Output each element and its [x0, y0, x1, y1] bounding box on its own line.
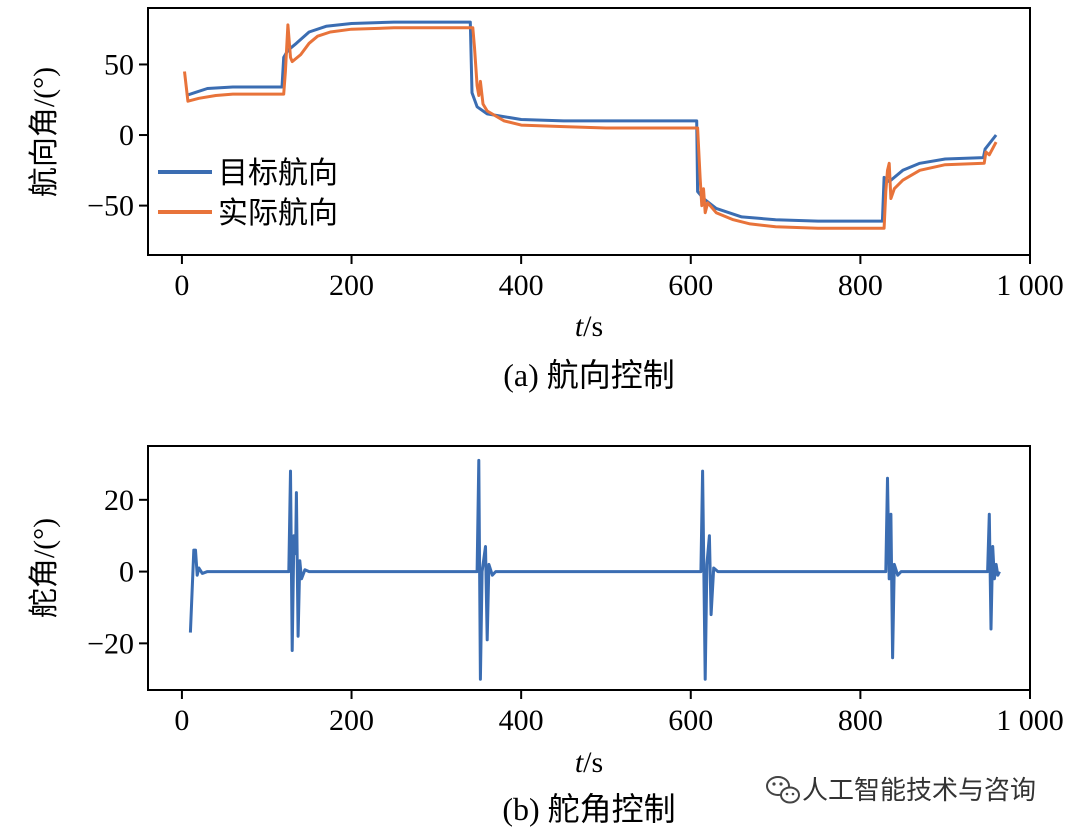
chart-a-xtick-label: 600	[668, 269, 713, 302]
chart-b-frame	[147, 445, 1031, 691]
watermark: 人工智能技术与咨询	[766, 776, 1036, 806]
chart-a-series-line-1	[183, 23, 998, 230]
chart-a-xtick-label: 200	[329, 269, 374, 302]
chart-a: 0 200 400 600 800 1 000 50 0 −50 目标航向 实际航向 航向角/(…	[28, 7, 1064, 393]
chart-a-ticks: 0 200 400 600 800 1 000 50 0 −50	[87, 48, 1064, 302]
legend-label-target: 目标航向	[218, 156, 338, 191]
legend-label-actual: 实际航向	[218, 196, 338, 231]
chart-b-caption: (b) 舵角控制	[502, 791, 675, 827]
chart-a-xtick-label: 400	[499, 269, 544, 302]
chart-a-ylabel: 航向角/(°)	[28, 67, 61, 197]
chart-b-ylabel: 舵角/(°)	[28, 518, 61, 618]
chart-b-ytick-label: −20	[87, 627, 134, 660]
chart-b-xlabel-unit: /s	[583, 746, 603, 779]
chart-b-xtick-label: 800	[838, 704, 883, 737]
chart-b-xtick-label: 0	[174, 704, 189, 737]
chart-b-xtick-label: 1 000	[996, 704, 1064, 737]
chart-a-ytick-label: 50	[104, 48, 134, 81]
chart-a-xlabel-unit: /s	[583, 310, 603, 343]
wechat-icon	[766, 776, 800, 804]
chart-b-ytick-label: 0	[119, 556, 134, 589]
chart-b-xtick-label: 400	[499, 704, 544, 737]
watermark-text: 人工智能技术与咨询	[802, 776, 1036, 806]
chart-b-series-line-0	[188, 458, 1001, 681]
chart-b-xtick-label: 600	[668, 704, 713, 737]
chart-a-legend: 目标航向 实际航向	[158, 156, 338, 231]
chart-a-xtick-label: 800	[838, 269, 883, 302]
chart-a-ytick-label: −50	[87, 190, 134, 223]
chart-b-xlabel-var: t	[575, 746, 584, 779]
chart-a-ytick-label: 0	[119, 119, 134, 152]
chart-b-ytick-label: 20	[104, 484, 134, 517]
chart-a-xlabel: t/s	[575, 310, 603, 343]
chart-b-xlabel: t/s	[575, 746, 603, 779]
chart-a-caption: (a) 航向控制	[503, 357, 675, 393]
chart-b-xtick-label: 200	[329, 704, 374, 737]
chart-b-marks	[188, 458, 1001, 681]
chart-a-frame	[147, 7, 1031, 256]
chart-a-series-line-0	[185, 20, 998, 223]
chart-a-xlabel-var: t	[575, 310, 584, 343]
chart-a-marks	[183, 20, 998, 230]
chart-a-xtick-label: 1 000	[996, 269, 1064, 302]
chart-a-xtick-label: 0	[174, 269, 189, 302]
